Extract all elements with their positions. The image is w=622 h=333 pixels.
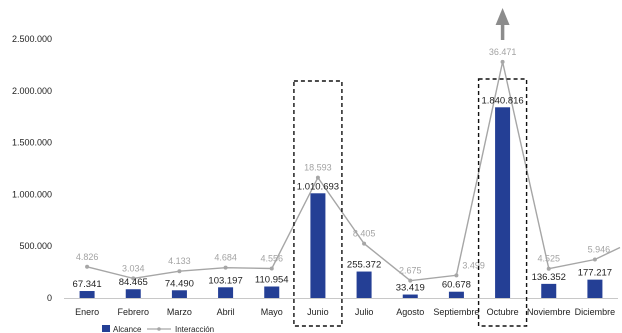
legend-label-interaccion: Interacción <box>175 325 214 333</box>
x-tick-febrero: Febrero <box>117 307 149 317</box>
legend-label-alcance: Alcance <box>113 325 142 333</box>
bar-label-febrero: 84.465 <box>119 277 148 288</box>
line-point-abril <box>223 265 228 270</box>
x-tick-agosto: Agosto <box>396 307 424 317</box>
line-point-noviembre <box>546 266 551 271</box>
line-label-marzo: 4.133 <box>168 256 191 266</box>
bar-label-enero: 67.341 <box>73 279 102 290</box>
line-labels: 4.826 3.034 4.133 4.684 4.556 18.593 8.405 2.67… <box>76 47 610 276</box>
bar-label-agosto: 33.419 <box>396 283 425 294</box>
y-tick-label: 2.500.000 <box>12 34 52 44</box>
bar-label-septiembre: 60.678 <box>442 280 471 291</box>
line-point-junio <box>315 175 320 180</box>
line-label-septiembre: 3.499 <box>462 260 485 270</box>
y-tick-label: 1.500.000 <box>12 138 52 148</box>
bar-marzo <box>171 290 187 298</box>
legend-swatch-interaccion-marker <box>157 327 161 331</box>
bar-label-marzo: 74.490 <box>165 278 194 289</box>
y-tick-label: 500.000 <box>19 241 52 251</box>
y-tick-label: 0 <box>47 293 52 303</box>
highlight-box-junio <box>293 80 343 327</box>
bar-label-diciembre: 177.217 <box>578 268 612 279</box>
line-label-julio: 8.405 <box>353 229 376 239</box>
line-label-octubre: 36.471 <box>489 47 517 57</box>
line-point-marzo <box>177 269 182 274</box>
y-tick-label: 2.000.000 <box>12 86 52 96</box>
bar-label-julio: 255.372 <box>347 260 381 271</box>
x-tick-noviembre: Noviembre <box>527 307 571 317</box>
line-label-febrero: 3.034 <box>122 263 145 273</box>
interaction-line <box>85 59 621 283</box>
line-point-agosto <box>408 278 413 283</box>
line-label-mayo: 4.556 <box>260 253 283 263</box>
x-tick-julio: Julio <box>355 307 374 317</box>
line-point-octubre <box>500 59 505 64</box>
bar-septiembre <box>448 291 464 298</box>
line-point-julio <box>362 241 367 246</box>
y-tick-label: 1.000.000 <box>12 189 52 199</box>
bar-junio <box>310 193 326 298</box>
line-label-agosto: 2.675 <box>399 266 422 276</box>
bar-label-noviembre: 136.352 <box>532 272 566 283</box>
bar-febrero <box>125 289 141 298</box>
line-point-enero <box>85 264 90 269</box>
x-tick-octubre: Octubre <box>487 307 519 317</box>
bar-label-octubre: 1.840.816 <box>481 95 523 106</box>
bar-label-mayo: 110.954 <box>255 275 289 286</box>
line-label-noviembre: 4.525 <box>537 254 560 264</box>
line-label-enero: 4.826 <box>76 252 99 262</box>
interaction-line-path <box>86 61 621 282</box>
highlight-box-octubre <box>477 78 528 327</box>
x-tick-septiembre: Septiembre <box>433 307 479 317</box>
bar-label-junio: 1.010.693 <box>297 181 339 192</box>
bar-enero <box>79 291 95 298</box>
legend: Alcance Interacción <box>102 325 214 333</box>
x-tick-mayo: Mayo <box>261 307 283 317</box>
line-label-abril: 4.684 <box>214 253 237 263</box>
y-axis: 0 500.000 1.000.000 1.500.000 2.000.000 2.500… <box>12 34 52 303</box>
line-label-junio: 18.593 <box>304 163 332 173</box>
line-point-diciembre <box>592 257 597 262</box>
legend-swatch-alcance <box>102 325 110 332</box>
bar-labels: 67.341 84.465 74.490 103.197 110.954 1.010.69… <box>73 95 613 293</box>
bar-noviembre <box>541 283 557 298</box>
line-point-febrero <box>131 276 136 281</box>
bar-mayo <box>264 286 280 298</box>
x-tick-diciembre: Diciembre <box>575 307 616 317</box>
peak-arrow-head <box>495 8 510 25</box>
highlight-boxes <box>293 8 528 327</box>
bar-abril <box>218 287 234 298</box>
bar-octubre <box>495 107 511 298</box>
bar-diciembre <box>587 279 603 298</box>
x-tick-marzo: Marzo <box>167 307 192 317</box>
line-point-mayo <box>269 266 274 271</box>
x-tick-enero: Enero <box>75 307 99 317</box>
line-label-diciembre: 5.946 <box>588 244 611 254</box>
x-tick-abril: Abril <box>217 307 235 317</box>
bar-label-abril: 103.197 <box>208 275 242 286</box>
bars <box>79 107 603 298</box>
bar-agosto <box>402 294 418 298</box>
bar-julio <box>356 271 372 298</box>
line-point-septiembre <box>454 273 459 278</box>
x-axis: Enero Febrero Marzo Abril Mayo Junio Julio Agos… <box>64 298 618 317</box>
x-tick-junio: Junio <box>307 307 329 317</box>
